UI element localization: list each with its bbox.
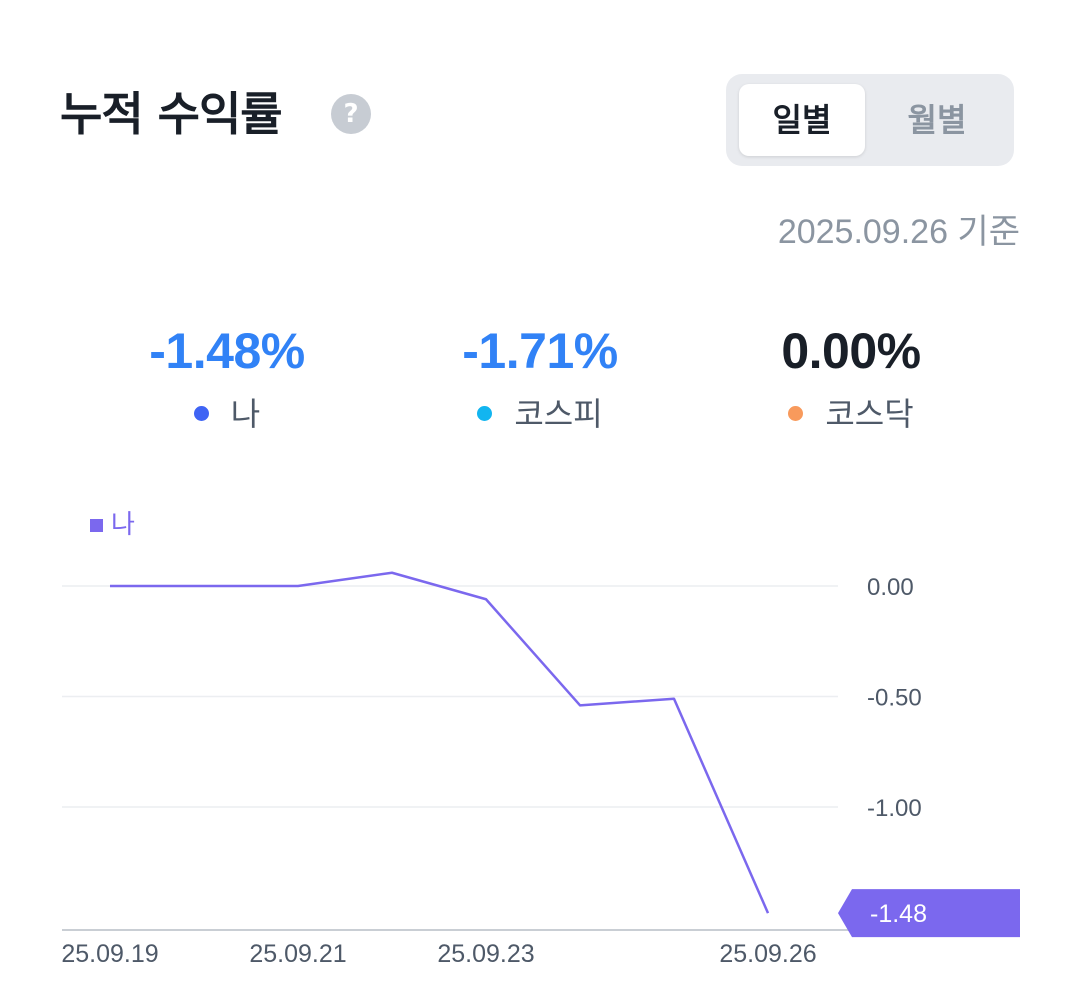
summary-me: -1.48% 나: [77, 318, 377, 436]
summary-kospi-value: -1.71%: [462, 323, 618, 379]
summary-me-label-row: 나: [77, 392, 377, 436]
page-title: 누적 수익률: [60, 87, 283, 141]
last-value-label: -1.48: [870, 900, 927, 928]
summary-kosdaq: 0.00% 코스닥: [701, 318, 1001, 436]
y-tick-label: -0.50: [867, 685, 922, 712]
legend-label: 나: [111, 510, 135, 540]
toggle-monthly-button[interactable]: 월별: [907, 101, 967, 139]
as-of-date: 2025.09.26 기준: [777, 213, 1020, 251]
chart-legend: 나: [90, 510, 135, 540]
x-tick-label: 25.09.21: [249, 940, 346, 968]
legend-dot-kosdaq: [788, 406, 804, 421]
x-tick-label: 25.09.26: [719, 940, 816, 968]
summary-kospi: -1.71% 코스피: [390, 318, 690, 436]
legend-dot-kospi: [477, 406, 493, 421]
toggle-daily-button[interactable]: 일별: [739, 84, 865, 156]
question-circle-icon[interactable]: ?: [331, 94, 371, 134]
x-tick-label: 25.09.19: [61, 940, 158, 968]
summary-kosdaq-label-row: 코스닥: [701, 392, 1001, 436]
last-value-badge: [838, 889, 1020, 938]
series-line: [110, 571, 770, 914]
summary-kospi-label: 코스피: [514, 395, 603, 433]
return-line-chart: 나 0.00 -0.50 -1.00 25.09.19 25.09.21 25.09.2…: [61, 510, 1020, 968]
summary-me-value: -1.48%: [149, 323, 305, 379]
x-tick-label: 25.09.23: [437, 940, 534, 968]
y-tick-label: -1.00: [867, 795, 922, 822]
summary-me-label: 나: [230, 395, 261, 433]
summary-kospi-label-row: 코스피: [390, 392, 690, 436]
legend-swatch: [90, 519, 103, 532]
period-toggle: 일별 월별: [726, 74, 1014, 166]
summary-kosdaq-value: 0.00%: [781, 323, 921, 379]
summary-kosdaq-label: 코스닥: [825, 395, 914, 433]
legend-dot-me: [193, 406, 209, 421]
y-tick-label: 0.00: [867, 574, 914, 601]
